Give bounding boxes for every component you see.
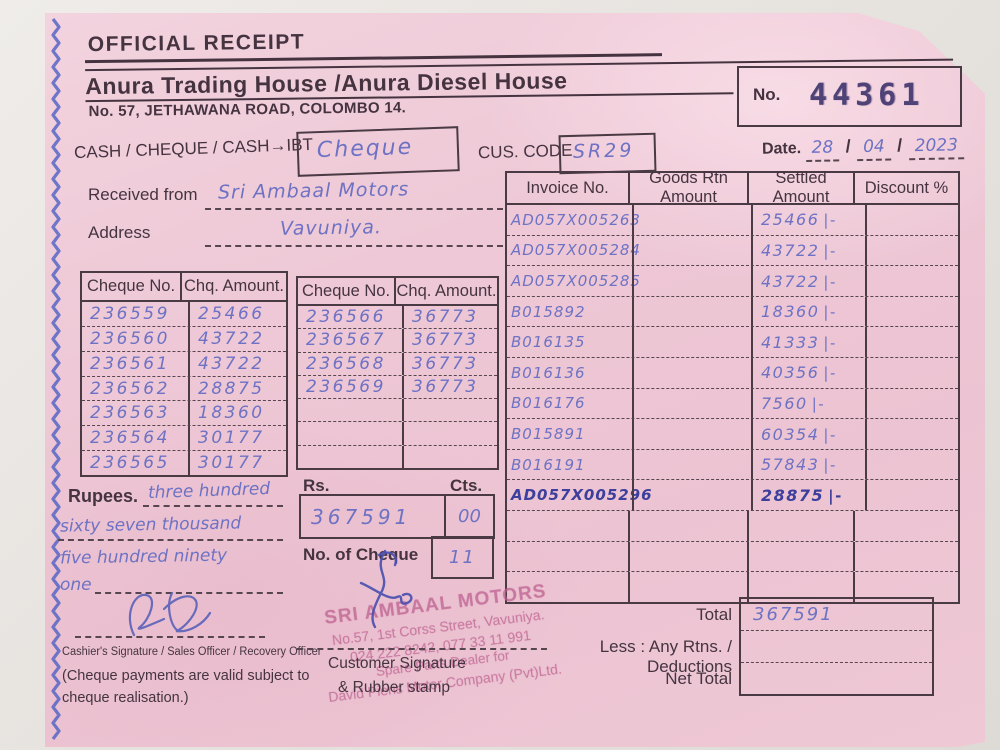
- column-header: Discount %: [864, 178, 949, 197]
- table-row: AD057X005296 28875 |-: [507, 479, 958, 511]
- table-row: [507, 571, 958, 602]
- total-row: 367591: [741, 599, 932, 630]
- column-header: Chq. Amount.: [396, 281, 497, 300]
- table-row: 236563 18360: [82, 400, 286, 426]
- table-row: 236568 36773: [298, 351, 497, 375]
- no-of-cheque-label: No. of Cheque: [303, 545, 419, 564]
- column-divider: [180, 273, 182, 300]
- table-row: B015891 60354 |-: [507, 418, 958, 449]
- receipt-no-value: 44361: [809, 78, 925, 113]
- date-day: 28: [805, 137, 840, 162]
- table-row: B015892 18360 |-: [507, 295, 958, 327]
- rs-value: 367591: [311, 504, 412, 529]
- total-value: 367591: [753, 604, 834, 625]
- received-from-value: Sri Ambaal Motors: [217, 178, 410, 204]
- receipt-no-box: No. 44361: [737, 66, 962, 127]
- column-header: Cheque No.: [301, 281, 391, 300]
- perforation-path: [51, 18, 61, 740]
- receipt-paper: [45, 13, 985, 747]
- table-row: 236565 30177: [82, 450, 286, 476]
- amount-in-words: five hundred ninety: [59, 545, 228, 569]
- total-label: Total: [696, 605, 732, 624]
- column-header: Chq. Amount.: [184, 277, 284, 295]
- date-field: Date. 28 / 04 / 2023: [761, 134, 965, 163]
- receipt-no-label: No.: [753, 85, 781, 104]
- date-slash: /: [845, 136, 851, 157]
- table-row: [507, 510, 958, 541]
- amount-in-words: sixty seven thousand: [59, 513, 242, 537]
- date-label: Date.: [761, 140, 802, 158]
- table-row: 236560 43722: [82, 325, 286, 351]
- perforated-edge: [51, 18, 61, 740]
- column-header: Goods Rtn Amount: [649, 169, 728, 206]
- table-row: 236564 30177: [82, 425, 286, 451]
- customer-sig-caption1: Customer Signature: [328, 655, 466, 672]
- date-month: 04: [856, 136, 891, 162]
- table-row: [507, 540, 958, 572]
- cashier-caption: Cashier's Signature / Sales Officer / Re…: [62, 646, 322, 658]
- table-row: 236562 28875: [82, 375, 286, 401]
- date-year: 2023: [908, 135, 965, 161]
- cus-code-value: SR29: [572, 139, 635, 163]
- company-address: No. 57, JETHAWANA ROAD, COLOMBO 14.: [88, 99, 407, 121]
- received-from-line: [205, 208, 503, 210]
- totals-box: 367591: [739, 597, 934, 696]
- table-row: 236561 43722: [82, 350, 286, 376]
- amount-in-words: one: [60, 575, 92, 595]
- less-label: Less : Any Rtns. / Deductions: [599, 637, 732, 676]
- receipt-title: OFFICIAL RECEIPT: [87, 30, 306, 57]
- received-from-label: Received from: [88, 185, 198, 204]
- table-row: AD057X005263 25466 |-: [507, 205, 958, 235]
- customer-signature-line: [297, 648, 547, 650]
- address-label: Address: [88, 223, 151, 242]
- amount-in-words: three hundred: [147, 478, 271, 504]
- payment-mode-value: Cheque: [316, 134, 414, 164]
- cheque-note-line2: cheque realisation.): [62, 690, 189, 706]
- customer-sig-caption2: & Rubber stamp: [338, 679, 450, 696]
- net-total-label: Net Total: [665, 669, 732, 688]
- table-row: [298, 398, 497, 422]
- cashier-signature-line: [75, 636, 265, 638]
- address-line: [205, 245, 503, 247]
- cheque-note-line1: (Cheque payments are valid subject to: [62, 668, 310, 684]
- table-row: [298, 421, 497, 445]
- customer-signature: [359, 549, 413, 629]
- cheque-table-1: Cheque No. Chq. Amount. 236559 25466 2365…: [80, 271, 288, 477]
- table-row: 236566 36773: [306, 306, 479, 329]
- payment-mode-label: CASH / CHEQUE / CASH→IBT: [73, 134, 314, 163]
- invoice-table: Invoice No. Goods Rtn Amount Settled Amo…: [505, 169, 960, 604]
- column-header: Invoice No.: [526, 178, 609, 197]
- column-header: Settled Amount: [772, 169, 830, 206]
- cts-label: Cts.: [450, 476, 483, 495]
- table-row: 236569 36773: [298, 374, 497, 399]
- table-row: B016176 7560 |-: [507, 387, 958, 419]
- table-row: B016135 41333 |-: [507, 326, 958, 358]
- table-row: [298, 444, 497, 468]
- table-row: B016136 40356 |-: [507, 357, 958, 388]
- table-row: B016191 57843 |-: [507, 448, 958, 480]
- rs-amount-box: 367591 00: [299, 494, 495, 539]
- date-slash: /: [897, 135, 903, 156]
- table-row: 236567 36773: [298, 328, 497, 352]
- column-divider: [394, 278, 396, 304]
- less-row: [741, 630, 932, 662]
- column-header: Cheque No.: [86, 277, 176, 295]
- address-value: Vavuniya.: [279, 216, 383, 240]
- table-row: 236559 25466: [90, 302, 265, 326]
- cashier-signature: [128, 591, 212, 637]
- cts-value: 00: [444, 496, 493, 537]
- rs-label: Rs.: [303, 476, 330, 495]
- cheque-table-2: Cheque No. Chq. Amount. 236566 36773 2365…: [296, 276, 499, 470]
- rupees-label: Rupees.: [68, 486, 139, 506]
- table-row: AD057X005285 43722 |-: [507, 265, 958, 296]
- no-of-cheque-value: 11: [431, 536, 494, 579]
- net-total-row: [741, 662, 932, 694]
- table-row: AD057X005284 43722 |-: [507, 234, 958, 266]
- payment-mode-box: Cheque: [296, 126, 460, 177]
